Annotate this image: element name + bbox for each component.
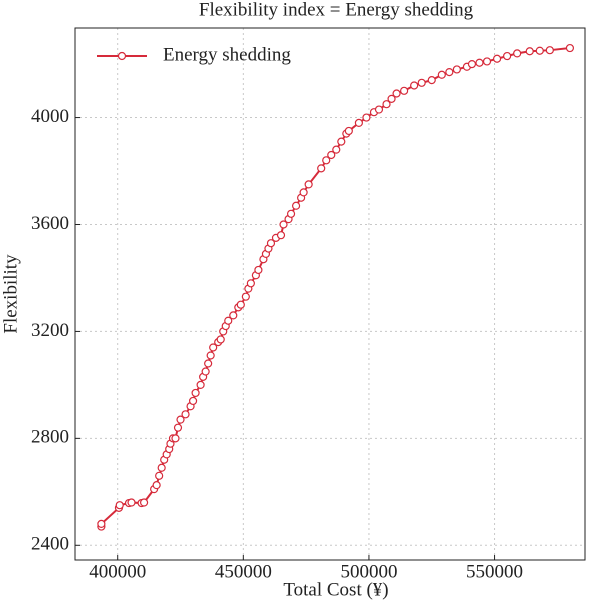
point <box>525 47 534 56</box>
point <box>127 498 136 507</box>
point <box>467 59 477 69</box>
y-tick-label: 2400 <box>31 534 69 555</box>
point <box>452 65 461 74</box>
point <box>332 145 341 154</box>
point <box>322 156 331 165</box>
point <box>427 76 436 85</box>
point <box>201 367 210 376</box>
point <box>188 396 198 406</box>
point <box>254 265 263 275</box>
x-tick-label: 400000 <box>89 561 146 582</box>
point <box>417 78 426 87</box>
point <box>246 279 255 288</box>
legend-marker <box>117 51 127 61</box>
point <box>392 89 401 98</box>
point <box>400 86 409 95</box>
series-line <box>100 47 571 527</box>
y-axis-label: Flexibility <box>0 254 21 334</box>
point <box>196 380 205 389</box>
point <box>374 105 384 114</box>
point <box>317 164 326 173</box>
point <box>291 201 301 210</box>
point <box>337 137 346 146</box>
point <box>152 481 161 490</box>
point <box>176 415 185 424</box>
x-tick-label: 450000 <box>215 561 272 582</box>
point <box>216 335 225 344</box>
point <box>209 343 218 352</box>
plot-frame <box>74 27 586 561</box>
point <box>387 94 396 103</box>
y-tick-label: 3600 <box>31 213 69 234</box>
x-tick-label: 500000 <box>340 561 397 582</box>
chart-title: Flexibility index = Energy shedding <box>199 0 474 20</box>
point <box>535 46 544 55</box>
point <box>236 300 245 309</box>
point <box>181 410 190 419</box>
point <box>241 292 250 301</box>
y-tick-label: 2800 <box>31 427 69 448</box>
point <box>206 351 215 360</box>
point <box>191 388 200 398</box>
point <box>565 43 575 53</box>
point <box>204 359 213 368</box>
point <box>327 150 336 160</box>
y-tick-label: 3200 <box>31 320 69 341</box>
point <box>513 49 522 58</box>
x-tick-label: 550000 <box>466 561 523 582</box>
point <box>286 209 296 218</box>
point <box>475 58 484 67</box>
y-tick-label: 4000 <box>31 106 69 127</box>
point <box>173 423 183 432</box>
point <box>304 180 313 189</box>
point <box>266 239 276 248</box>
point <box>503 51 512 61</box>
point <box>482 57 492 66</box>
point <box>279 220 288 229</box>
point <box>410 81 419 90</box>
point <box>437 70 446 79</box>
point <box>155 471 164 480</box>
point <box>545 46 554 55</box>
point <box>97 519 106 529</box>
point <box>229 311 238 320</box>
legend-label: Energy shedding <box>163 44 291 65</box>
x-axis-label: Total Cost (¥) <box>283 579 388 600</box>
point <box>171 434 180 443</box>
point <box>115 501 124 510</box>
point <box>299 188 308 197</box>
point <box>382 100 391 109</box>
point <box>157 463 166 472</box>
point <box>276 231 286 240</box>
point <box>139 498 149 507</box>
point <box>445 68 454 77</box>
point <box>224 316 233 325</box>
point <box>344 126 353 136</box>
point <box>362 113 371 122</box>
point <box>354 118 363 128</box>
point <box>492 54 502 63</box>
